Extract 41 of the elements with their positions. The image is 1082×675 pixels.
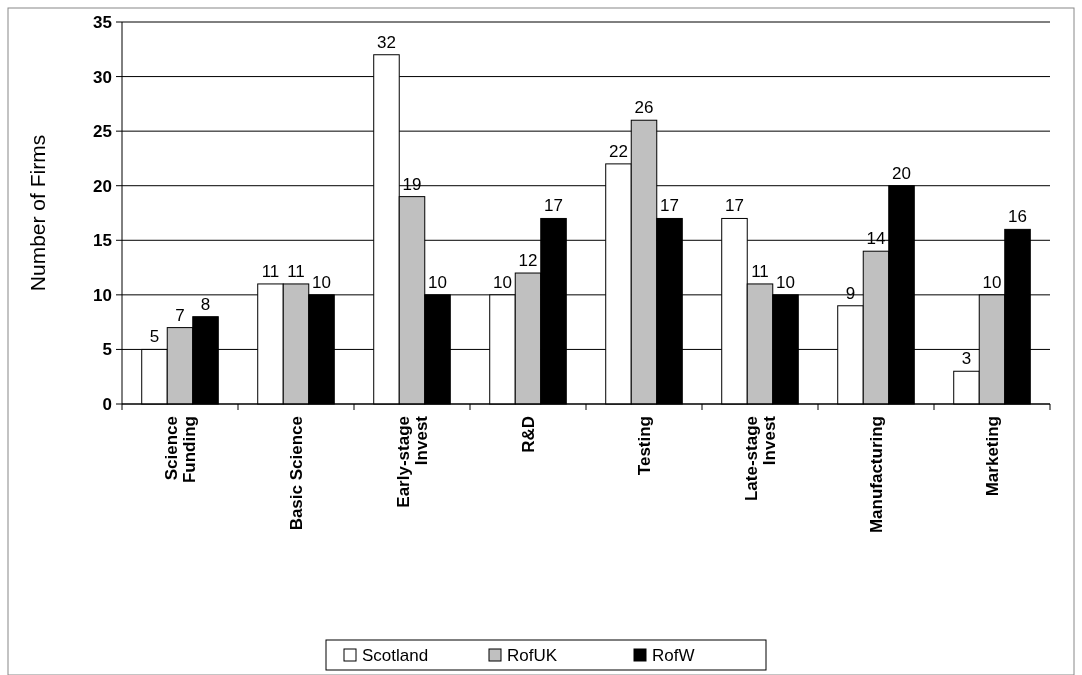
data-label: 10 bbox=[428, 272, 447, 292]
y-tick-label: 10 bbox=[93, 285, 112, 305]
data-label: 17 bbox=[544, 196, 563, 216]
data-label: 26 bbox=[634, 98, 654, 118]
data-label: 3 bbox=[961, 349, 972, 369]
y-tick-label: 0 bbox=[102, 394, 112, 414]
legend-label: Scotland bbox=[362, 645, 429, 665]
data-label: 10 bbox=[493, 272, 512, 292]
x-tick-label: Testing bbox=[634, 416, 654, 476]
y-tick-label: 30 bbox=[93, 67, 112, 87]
data-label: 17 bbox=[725, 196, 744, 216]
x-tick-label: Manufacturing bbox=[866, 416, 886, 534]
y-tick-label: 25 bbox=[93, 122, 112, 142]
data-label: 11 bbox=[261, 261, 280, 281]
x-tick-label: Late-stage Invest bbox=[741, 415, 780, 502]
data-label: 10 bbox=[982, 272, 1002, 292]
data-label: 11 bbox=[287, 261, 305, 281]
data-label: 17 bbox=[660, 196, 679, 216]
x-tick-label: Marketing bbox=[982, 416, 1002, 497]
data-label: 5 bbox=[149, 327, 160, 347]
legend-label: RofW bbox=[652, 645, 695, 665]
data-label: 8 bbox=[200, 294, 211, 314]
data-label: 11 bbox=[751, 261, 769, 281]
data-label: 22 bbox=[609, 141, 628, 161]
data-label: 16 bbox=[1008, 207, 1027, 227]
data-label: 10 bbox=[312, 272, 331, 292]
x-tick-label: Early-stage Invest bbox=[393, 415, 432, 508]
data-label: 7 bbox=[175, 305, 185, 325]
data-label: 20 bbox=[892, 163, 911, 183]
x-tick-label: R&D bbox=[518, 416, 538, 453]
data-label: 10 bbox=[776, 272, 795, 292]
data-label: 12 bbox=[518, 251, 538, 271]
x-tick-label: Basic Science bbox=[286, 416, 306, 531]
y-tick-label: 5 bbox=[102, 340, 112, 360]
y-tick-label: 20 bbox=[93, 176, 112, 196]
y-tick-label: 15 bbox=[93, 231, 112, 251]
y-axis-title: Number of Firms bbox=[26, 134, 49, 292]
x-tick-label: Science Funding bbox=[161, 416, 200, 484]
data-label: 32 bbox=[377, 32, 396, 52]
y-tick-label: 35 bbox=[93, 12, 112, 32]
legend-label: RofUK bbox=[507, 645, 558, 665]
